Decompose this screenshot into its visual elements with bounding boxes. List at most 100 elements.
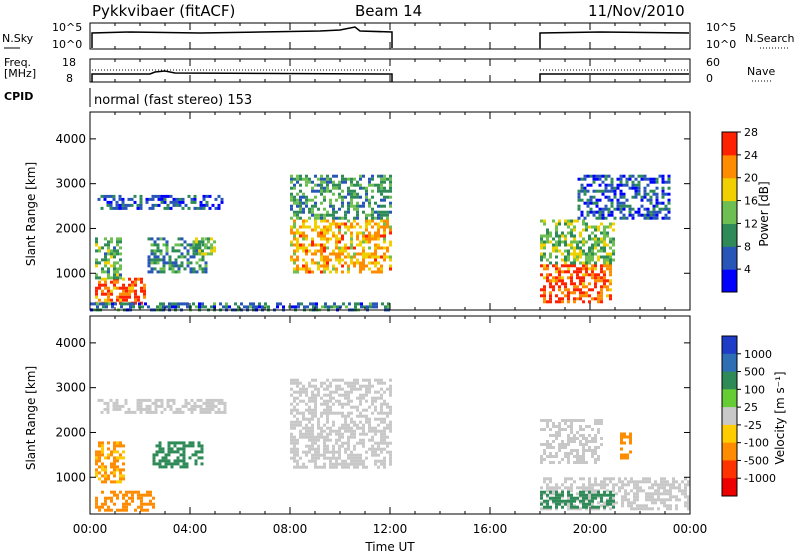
- velocity-cell-1: [113, 456, 116, 460]
- velocity-cell-4: [323, 387, 326, 391]
- velocity-cell-5: [639, 486, 642, 490]
- velocity-cell-7: [546, 419, 549, 422]
- velocity-cell-3: [152, 453, 156, 457]
- power-cell-3: [147, 261, 151, 265]
- power-cell-5: [374, 270, 377, 274]
- velocity-cell-4: [347, 384, 350, 388]
- velocity-cell-5: [684, 504, 687, 508]
- velocity-cell-4: [302, 432, 305, 436]
- power-cell-6: [323, 207, 326, 211]
- power-cell-9: [588, 252, 591, 256]
- power-cell-5: [335, 270, 338, 274]
- velocity-cell-6: [591, 496, 594, 500]
- x-tick-label-6: 00:00: [673, 522, 708, 536]
- velocity-ytick-label-2: 3000: [55, 381, 86, 395]
- power-cell-10: [619, 183, 623, 187]
- power-cell-0: [202, 197, 206, 201]
- velocity-cell-1: [113, 465, 116, 469]
- power-cell-9: [540, 258, 543, 262]
- velocity-cell-6: [546, 502, 549, 506]
- velocity-cell-7: [564, 419, 567, 422]
- power-cell-8: [606, 267, 609, 271]
- velocity-cell-4: [353, 447, 356, 451]
- velocity-cell-4: [338, 453, 341, 457]
- power-cell-6: [341, 198, 344, 202]
- power-cell-10: [649, 210, 653, 214]
- power-cell-0: [193, 194, 197, 198]
- power-cell-6: [359, 204, 362, 208]
- power-cell-5: [344, 249, 347, 253]
- power-cell-0: [127, 203, 131, 207]
- power-cell-8: [573, 300, 576, 304]
- beam-label: Beam 14: [355, 2, 422, 20]
- power-cell-0: [100, 194, 104, 198]
- power-cell-1: [113, 280, 116, 284]
- power-cell-8: [606, 288, 609, 292]
- power-cell-6: [386, 210, 389, 214]
- velocity-cell-5: [666, 480, 669, 484]
- velocity-cell-4: [389, 441, 392, 445]
- power-cell-9: [597, 228, 600, 232]
- velocity-cell-4: [359, 393, 362, 397]
- power-cell-0: [112, 197, 116, 201]
- velocity-cell-6: [546, 499, 549, 503]
- power-cell-3: [201, 267, 205, 271]
- power-cell-1: [134, 292, 137, 296]
- velocity-cell-4: [326, 432, 329, 436]
- velocity-cell-4: [296, 450, 299, 454]
- power-cell-5: [347, 219, 350, 223]
- velocity-cell-4: [323, 408, 326, 412]
- power-cell-5: [377, 222, 380, 226]
- power-cell-8: [549, 294, 552, 298]
- power-cell-8: [594, 273, 597, 277]
- power-colorbar-tick-label-6: 28: [744, 126, 758, 139]
- velocity-cell-3: [158, 441, 162, 445]
- velocity-cell-4: [317, 423, 320, 427]
- velocity-cell-1: [98, 453, 101, 457]
- velocity-cell-4: [326, 420, 329, 424]
- power-cell-2: [116, 270, 119, 274]
- velocity-cell-0: [196, 398, 200, 402]
- power-cell-4: [204, 252, 207, 256]
- velocity-cell-3: [197, 456, 201, 460]
- power-colorbar-swatch-2: [722, 223, 737, 247]
- velocity-cell-7: [549, 428, 552, 431]
- power-cell-7: [186, 302, 189, 306]
- power-cell-7: [111, 302, 114, 306]
- velocity-cell-1: [104, 471, 107, 475]
- velocity-cell-4: [344, 393, 347, 397]
- power-cell-6: [371, 213, 374, 217]
- velocity-cell-4: [299, 429, 302, 433]
- power-cell-2: [119, 252, 122, 256]
- velocity-cell-4: [374, 432, 377, 436]
- velocity-cell-5: [660, 498, 663, 502]
- power-cell-9: [609, 246, 612, 250]
- power-cell-7: [282, 305, 285, 309]
- power-cell-5: [389, 243, 392, 247]
- power-cell-9: [582, 249, 585, 253]
- power-cell-8: [567, 297, 570, 301]
- power-cell-9: [567, 231, 570, 235]
- power-cell-6: [362, 204, 365, 208]
- velocity-cell-0: [220, 401, 224, 405]
- velocity-cell-5: [579, 507, 582, 511]
- power-cell-3: [189, 261, 193, 265]
- power-cell-5: [347, 252, 350, 256]
- power-cell-9: [555, 255, 558, 259]
- power-cell-3: [165, 252, 169, 256]
- velocity-cell-7: [567, 419, 570, 422]
- velocity-cell-7: [591, 437, 594, 440]
- velocity-cell-5: [687, 483, 690, 487]
- velocity-cell-0: [145, 407, 149, 411]
- power-cell-10: [619, 192, 623, 196]
- velocity-cell-4: [338, 402, 341, 406]
- power-cell-5: [347, 255, 350, 259]
- power-cell-10: [619, 177, 623, 181]
- power-cell-3: [177, 237, 181, 241]
- velocity-cell-5: [564, 486, 567, 490]
- power-cell-4: [210, 237, 213, 241]
- velocity-cell-1: [110, 480, 113, 484]
- power-cell-5: [368, 255, 371, 259]
- power-cell-6: [389, 177, 392, 181]
- velocity-cell-4: [362, 429, 365, 433]
